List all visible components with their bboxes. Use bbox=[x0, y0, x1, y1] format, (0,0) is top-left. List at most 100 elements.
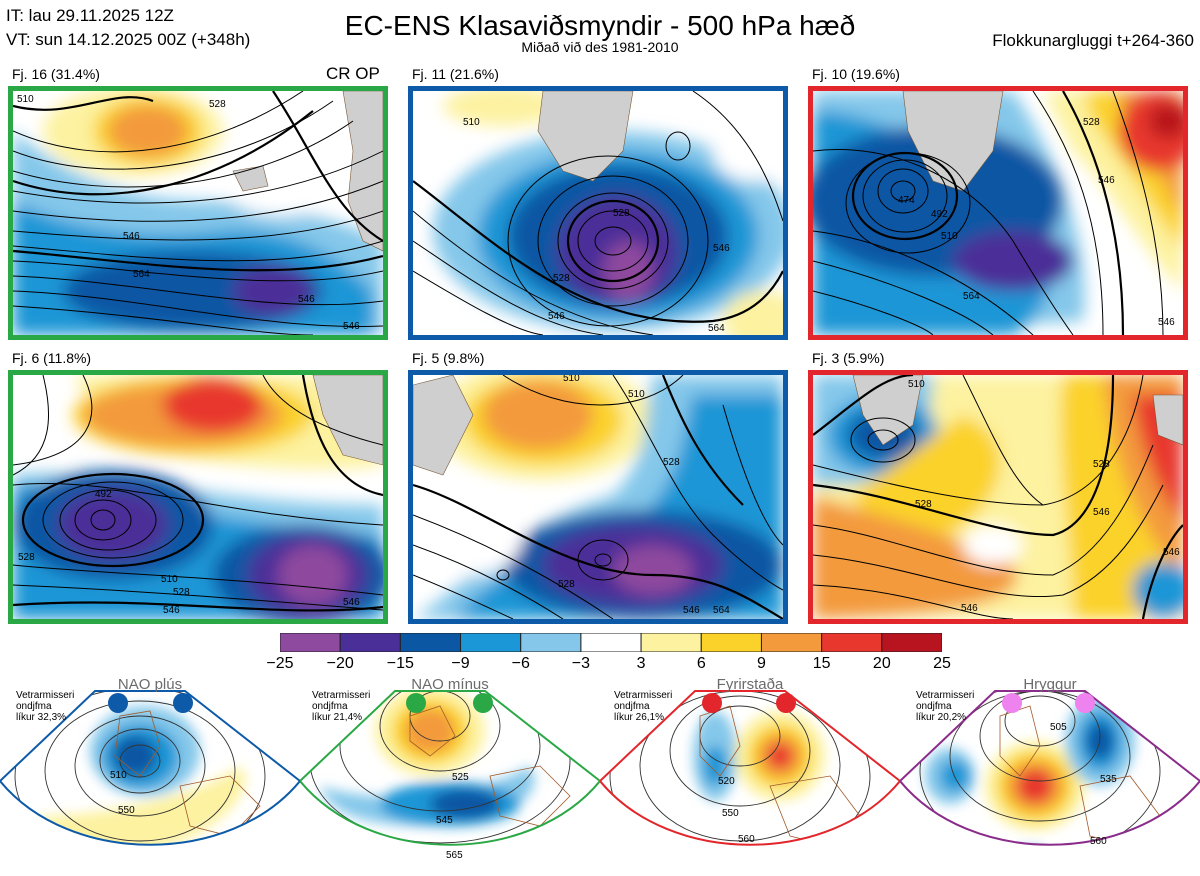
contour-label: 550 bbox=[722, 808, 739, 819]
note-line: ondjfma bbox=[614, 701, 650, 712]
cluster-label-6: Fj. 3 (5.9%) bbox=[812, 350, 885, 366]
init-time: IT: lau 29.11.2025 12Z bbox=[6, 6, 174, 25]
page-title: EC-ENS Klasaviðsmyndir - 500 hPa hæð bbox=[344, 10, 856, 41]
contour-label: 528 bbox=[613, 208, 630, 219]
regime-note-ridge: Vetrarmisseri ondjfma líkur 20,2% bbox=[916, 690, 974, 723]
note-line: líkur 20,2% bbox=[916, 712, 967, 723]
note-line: Vetrarmisseri bbox=[16, 690, 75, 701]
regime-ridge: 505 535 560 bbox=[898, 676, 1200, 871]
colorbar-cell bbox=[339, 633, 401, 652]
regime-title-ridge: Hryggur bbox=[1023, 676, 1077, 693]
regime-marker-dot bbox=[108, 693, 128, 713]
regime-marker-dot bbox=[702, 693, 722, 713]
colorbar-tick-label: −25 bbox=[266, 655, 294, 672]
valid-time: VT: sun 14.12.2025 00Z (+348h) bbox=[6, 30, 251, 49]
contour-label: 546 bbox=[713, 243, 730, 254]
regime-marker-dot bbox=[173, 693, 193, 713]
regime-note-blocking: Vetrarmisseri ondjfma líkur 26,1% bbox=[614, 690, 672, 723]
contour-label: 535 bbox=[1100, 774, 1117, 785]
contour-label: 564 bbox=[963, 291, 980, 302]
cluster-label-1: Fj. 16 (31.4%) bbox=[12, 66, 100, 82]
cluster-map-2: 510 528 546 564 510 528 546 564 bbox=[408, 86, 788, 340]
colorbar-tick-label: 9 bbox=[757, 655, 766, 672]
contour-label: 546 bbox=[343, 597, 360, 608]
colorbar-cell bbox=[280, 633, 341, 652]
regime-nao-plus: 510 550 bbox=[0, 676, 302, 871]
contour-label: 492 bbox=[95, 489, 112, 500]
regime-marker-dot bbox=[776, 693, 796, 713]
note-line: ondjfma bbox=[312, 701, 348, 712]
colorbar-cell bbox=[700, 633, 762, 652]
note-line: líkur 21,4% bbox=[312, 712, 363, 723]
regime-title-blocking: Fyrirstaða bbox=[716, 676, 784, 693]
contour-label: 546 bbox=[683, 605, 700, 616]
regime-marker-dot bbox=[473, 693, 493, 713]
cluster-map-5: 510 528 528 546 564 510 bbox=[408, 370, 788, 624]
contour-label: 510 bbox=[628, 389, 645, 400]
cluster-map-6: 510 528 546 528 546 546 bbox=[808, 370, 1188, 624]
cluster-label-3: Fj. 10 (19.6%) bbox=[812, 66, 900, 82]
contour-label: 505 bbox=[1050, 722, 1067, 733]
contour-label: 564 bbox=[713, 605, 730, 616]
regime-blocking: 520 550 560 bbox=[598, 676, 902, 871]
cluster-label-5: Fj. 5 (9.8%) bbox=[412, 350, 485, 366]
contour-label: 510 bbox=[908, 379, 925, 390]
colorbar-cell bbox=[520, 633, 582, 652]
cluster-map-1: 510 528 546 564 546 546 528 bbox=[8, 86, 388, 340]
contour-label: 546 bbox=[298, 294, 315, 305]
control-operational-label: CR OP bbox=[326, 64, 380, 83]
contour-label: 520 bbox=[718, 776, 735, 787]
contour-label: 550 bbox=[118, 805, 135, 816]
colorbar-cell bbox=[760, 633, 823, 652]
note-line: Vetrarmisseri bbox=[916, 690, 975, 701]
contour-label: 528 bbox=[173, 587, 190, 598]
contour-label: 545 bbox=[436, 815, 453, 826]
contour-label: 528 bbox=[209, 99, 226, 110]
contour-label: 546 bbox=[961, 603, 978, 614]
regime-nao-minus: 525 545 565 bbox=[298, 676, 602, 871]
contour-label: 492 bbox=[931, 209, 948, 220]
colorbar-cell bbox=[821, 633, 883, 652]
colorbar bbox=[280, 633, 942, 652]
contour-label: 546 bbox=[1093, 507, 1110, 518]
note-line: ondjfma bbox=[16, 701, 52, 712]
note-line: Vetrarmisseri bbox=[312, 690, 371, 701]
contour-label: 510 bbox=[941, 231, 958, 242]
regime-title-nao-minus: NAO mínus bbox=[411, 676, 489, 693]
regime-note-nao-plus: Vetrarmisseri ondjfma líkur 32,3% bbox=[16, 690, 74, 723]
colorbar-tick-label: 15 bbox=[812, 655, 831, 672]
contour-label: 528 bbox=[1083, 117, 1100, 128]
contour-label: 546 bbox=[123, 231, 140, 242]
cluster-label-4: Fj. 6 (11.8%) bbox=[12, 350, 92, 366]
contour-label: 525 bbox=[452, 772, 469, 783]
contour-label: 564 bbox=[133, 269, 150, 280]
contour-label: 546 bbox=[1098, 175, 1115, 186]
regime-note-nao-minus: Vetrarmisseri ondjfma líkur 21,4% bbox=[312, 690, 370, 723]
contour-label: 546 bbox=[1158, 317, 1175, 328]
note-line: líkur 26,1% bbox=[614, 712, 665, 723]
contour-label: 546 bbox=[548, 311, 565, 322]
contour-label: 560 bbox=[1090, 836, 1107, 847]
colorbar-cell bbox=[399, 633, 462, 652]
colorbar-tick-label: −15 bbox=[386, 655, 414, 672]
colorbar-tick-label: −20 bbox=[326, 655, 354, 672]
contour-label: 565 bbox=[446, 850, 463, 861]
contour-label: 528 bbox=[18, 552, 35, 563]
contour-label: 528 bbox=[1093, 459, 1110, 470]
colorbar-tick-label: 6 bbox=[696, 655, 706, 672]
colorbar-cell bbox=[881, 633, 942, 652]
colorbar-cell bbox=[640, 633, 702, 652]
contour-label: 560 bbox=[738, 834, 755, 845]
contour-label: 528 bbox=[553, 273, 570, 284]
colorbar-cell bbox=[580, 633, 642, 652]
note-line: líkur 32,3% bbox=[16, 712, 67, 723]
contour-label: 528 bbox=[663, 457, 680, 468]
cluster-map-3: 474 492 510 528 546 564 528 546 546 bbox=[808, 86, 1188, 340]
contour-label: 546 bbox=[1163, 547, 1180, 558]
regime-marker-dot bbox=[1075, 693, 1095, 713]
cluster-label-2: Fj. 11 (21.6%) bbox=[412, 66, 499, 82]
note-line: Vetrarmisseri bbox=[614, 690, 673, 701]
contour-label: 546 bbox=[163, 605, 180, 616]
contour-label: 528 bbox=[915, 499, 932, 510]
regime-marker-dot bbox=[1002, 693, 1022, 713]
